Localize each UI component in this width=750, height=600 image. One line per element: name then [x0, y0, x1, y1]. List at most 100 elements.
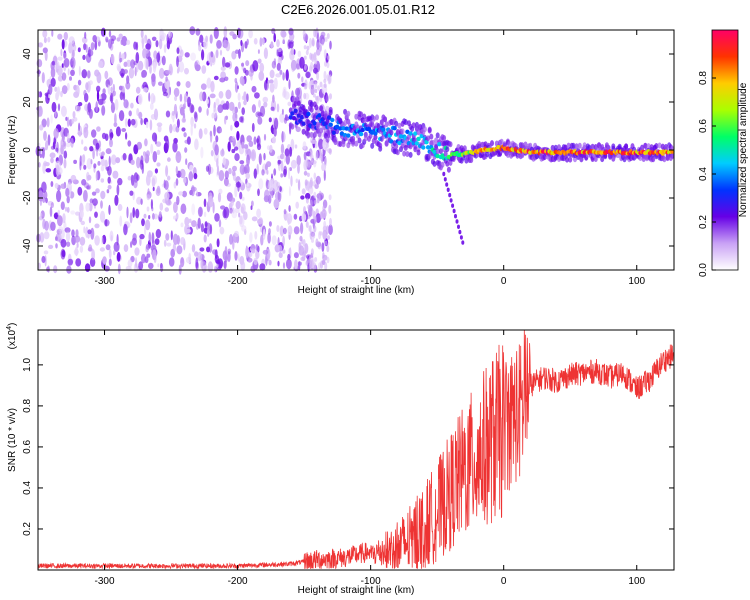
spectrogram-noise-cell — [88, 244, 93, 252]
spectrogram-noise-cell — [279, 113, 285, 123]
spectrogram-noise-cell — [40, 212, 43, 219]
spectrogram-noise-cell — [316, 193, 320, 204]
spectrogram-noise-cell — [181, 117, 186, 123]
spectrogram-signal-tail — [448, 192, 452, 198]
spectrogram-noise-cell — [206, 228, 210, 237]
spectrogram-noise-cell — [229, 197, 236, 203]
spectrogram-noise-cell — [238, 212, 241, 218]
spectrogram-signal-cell — [346, 133, 351, 138]
spectrogram-noise-cell — [60, 183, 67, 189]
spectrogram-noise-cell — [152, 61, 157, 73]
spectrogram-noise-cell — [105, 38, 109, 43]
spectrogram-noise-cell — [251, 200, 254, 207]
spectrogram-noise-cell — [241, 196, 245, 201]
spectrogram-noise-cell — [176, 245, 183, 255]
spectrogram-noise-cell — [311, 86, 315, 95]
spectrogram-signal-cell — [344, 126, 349, 131]
spectrogram-noise-cell — [219, 49, 223, 56]
spectrogram-noise-cell — [234, 120, 240, 128]
spectrogram-noise-cell — [261, 37, 265, 46]
spectrogram-noise-cell — [89, 146, 94, 152]
spectrogram-noise-cell — [118, 33, 123, 39]
spectrogram-noise-cell — [188, 171, 194, 182]
spectrogram-noise-cell — [210, 51, 214, 58]
spectrogram-noise-cell — [70, 210, 76, 215]
spectrogram-noise-cell — [179, 106, 185, 116]
spectrogram-noise-cell — [193, 123, 197, 129]
spectrogram-noise-cell — [318, 231, 322, 240]
spectrogram-noise-cell — [295, 201, 300, 209]
spectrogram-signal-cell — [312, 121, 317, 126]
snr-y-ticks: 0.2 0.4 0.6 0.8 1.0 — [22, 357, 674, 536]
spectrogram-noise-cell — [153, 254, 157, 264]
spectrogram-noise-cell — [115, 157, 121, 164]
spectrogram-noise-cell — [161, 32, 167, 38]
spectrogram-noise-cell — [222, 250, 228, 261]
y-tick-label: 0.8 — [22, 399, 33, 413]
spectrogram-noise-cell — [38, 162, 41, 168]
spectrogram-noise-cell — [39, 198, 43, 207]
spectrogram-noise-cell — [257, 49, 260, 54]
spectrogram-noise-cell — [50, 77, 56, 87]
spectrogram-noise-cell — [225, 115, 229, 121]
spectrogram-noise-cell — [80, 220, 86, 226]
spectrogram-noise-cell — [158, 67, 165, 79]
spectrogram-noise-cell — [72, 49, 75, 59]
spectrogram-noise-cell — [230, 124, 233, 131]
spectrogram-noise-cell — [323, 78, 327, 84]
spectrogram-signal-halo — [408, 151, 413, 158]
spectrogram-noise-cell — [135, 86, 141, 94]
spectrogram-signal-halo — [550, 144, 555, 151]
spectrogram-noise-cell — [220, 205, 226, 210]
spectrogram-noise-cell — [306, 45, 310, 51]
spectrogram-noise-cell — [114, 113, 117, 125]
spectrogram-noise-cell — [241, 62, 244, 67]
spectrogram-noise-cell — [248, 29, 254, 39]
spectrogram-noise-cell — [112, 83, 116, 93]
spectrogram-noise-cell — [193, 172, 198, 180]
spectrogram-noise-cell — [36, 70, 41, 75]
spectrogram-noise-cell — [50, 221, 56, 231]
spectrogram-signal-halo — [445, 146, 450, 153]
spectrogram-noise-cell — [256, 163, 259, 175]
spectrogram-signal-halo — [438, 148, 443, 155]
spectrogram-noise-cell — [158, 81, 163, 86]
spectrogram-noise-cell — [324, 37, 328, 42]
spectrogram-noise-cell — [302, 141, 307, 150]
spectrogram-noise-cell — [240, 39, 243, 47]
spectrogram-noise-cell — [70, 174, 77, 183]
spectrogram-noise-cell — [50, 202, 55, 208]
spectrogram-noise-cell — [323, 83, 327, 89]
spectrogram-noise-cell — [239, 116, 244, 123]
spectrogram-noise-cell — [279, 186, 282, 192]
spectrogram-noise-cell — [176, 56, 179, 68]
spectrogram-noise-cell — [165, 76, 168, 82]
spectrogram-noise-cell — [109, 138, 113, 148]
spectrogram-signal-cell — [341, 126, 346, 131]
spectrogram-signal-halo — [355, 132, 360, 139]
spectrogram-noise-cell — [174, 95, 178, 102]
spectrogram-signal-halo — [397, 122, 402, 129]
spectrogram-signal-halo — [400, 128, 405, 135]
spectrogram-noise-cell — [268, 221, 272, 227]
spectrogram-noise-cell — [287, 225, 293, 236]
spectrogram-noise-cell — [325, 94, 330, 102]
spectrogram-noise-cell — [61, 250, 66, 258]
spectrogram-noise-cell — [234, 251, 238, 261]
spectrogram-noise-cell — [176, 195, 180, 206]
spectrogram-noise-cell — [176, 68, 180, 74]
spectrogram-noise-cell — [157, 263, 160, 268]
spectrogram-noise-cell — [180, 237, 186, 245]
spectrogram-signal-halo — [416, 129, 421, 136]
spectrogram-noise-cell — [303, 63, 307, 71]
spectrogram-noise-cell — [303, 151, 307, 161]
spectrogram-noise-cell — [115, 126, 121, 137]
spectrogram-noise-cell — [108, 248, 112, 259]
spectrogram-noise-cell — [43, 37, 47, 44]
spectrogram-noise-cell — [75, 229, 79, 238]
spectrogram-noise-cell — [215, 135, 219, 143]
spectrogram-noise-cell — [249, 232, 253, 243]
spectrogram-noise-cell — [146, 194, 150, 201]
